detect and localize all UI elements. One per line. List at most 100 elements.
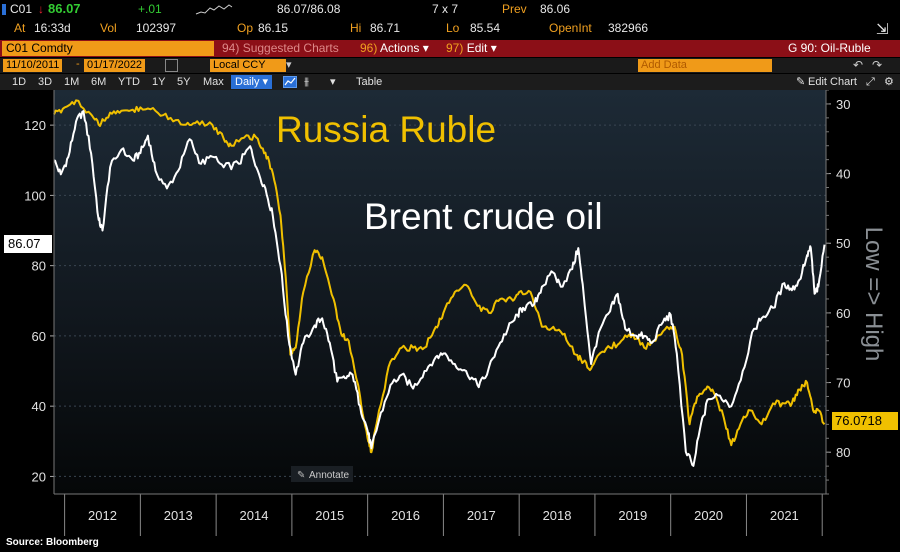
x-tick-label: 2020 xyxy=(694,508,723,523)
vol-label: Vol xyxy=(100,21,117,35)
end-date-field[interactable]: 01/17/2022 xyxy=(84,59,146,72)
x-tick-label: 2015 xyxy=(315,508,344,523)
actions-label: Actions xyxy=(380,41,420,55)
down-arrow-icon: ↓ xyxy=(38,2,44,16)
quote-change: +.01 xyxy=(138,2,162,16)
range-max[interactable]: Max xyxy=(203,76,224,88)
y-left-tick-label: 60 xyxy=(32,329,46,344)
calendar-icon[interactable] xyxy=(165,59,178,72)
frequency-select[interactable]: Daily ▾ xyxy=(231,75,273,89)
openint-label: OpenInt xyxy=(549,21,592,35)
range-5y[interactable]: 5Y xyxy=(177,76,191,88)
chart-area: 20 40 60 80 100 120 30 40 50 60 70 80 2012 2013 2014… xyxy=(0,90,900,536)
edit-num: 97) xyxy=(446,41,464,55)
quote-bidask: 86.07/86.08 xyxy=(277,2,341,16)
source-note: Source: Bloomberg xyxy=(6,537,99,548)
quote-size: 7 x 7 xyxy=(432,2,459,16)
suggested-num: 94 xyxy=(222,41,236,55)
quote-openint: 382966 xyxy=(608,21,649,35)
range-3d[interactable]: 3D xyxy=(38,76,53,88)
y-right-tick-label: 70 xyxy=(836,376,850,391)
frequency-label: Daily xyxy=(235,76,260,88)
x-tick-label: 2013 xyxy=(164,508,193,523)
range-bar: 1D 3D 1M 6M YTD 1Y 5Y Max Daily ▾ ⫵ ▾ Ta… xyxy=(0,74,900,90)
quote-lo: 85.54 xyxy=(470,21,501,35)
chart-style-caret-icon[interactable]: ▾ xyxy=(330,76,336,88)
last-price-left: 86.07 xyxy=(8,236,41,251)
security-field[interactable]: C01 Comdty xyxy=(2,41,214,56)
annotation-brent-crude: Brent crude oil xyxy=(364,196,603,237)
x-tick-label: 2016 xyxy=(391,508,420,523)
page-title: G 90: Oil-Ruble xyxy=(788,41,871,55)
actions-menu[interactable]: 96) Actions ▾ xyxy=(360,40,429,57)
x-tick-label: 2017 xyxy=(467,508,496,523)
x-tick-label: 2019 xyxy=(618,508,647,523)
x-axis-background xyxy=(0,494,900,536)
series-line-russia-ruble xyxy=(53,99,826,454)
lo-label: Lo xyxy=(446,21,460,35)
redo-icon[interactable]: ↷ xyxy=(872,58,883,72)
undo-icon[interactable]: ↶ xyxy=(853,58,864,72)
y-right-tick-label: 30 xyxy=(836,97,850,112)
range-1y[interactable]: 1Y xyxy=(152,76,166,88)
quote-last: 86.07 xyxy=(48,1,81,16)
edit-chart-button[interactable]: Edit Chart xyxy=(808,76,857,88)
series-line-brent-crude-oil xyxy=(53,110,826,467)
series-layer xyxy=(53,99,826,467)
y-left-tick-label: 120 xyxy=(24,118,46,133)
x-tick-label: 2018 xyxy=(543,508,572,523)
quote-prev: 86.06 xyxy=(540,2,571,16)
table-button[interactable]: Table xyxy=(356,76,383,88)
y-right-tick-label: 40 xyxy=(836,167,850,182)
bar-style-icon[interactable]: ⫵ xyxy=(304,76,310,88)
y-left-tick-label: 100 xyxy=(24,188,46,203)
y-right-tick-label: 80 xyxy=(836,445,850,460)
x-axis: 2012 2013 2014 2015 2016 2017 2018 2019 2020 2021 xyxy=(54,493,826,536)
security-bar: C01 Comdty 94) Suggested Charts 96) Acti… xyxy=(0,40,900,57)
quote-ticker: C01 xyxy=(10,2,33,16)
y-left-tick-label: 20 xyxy=(32,469,46,484)
quote-strip: C01 ↓ 86.07 +.01 86.07/86.08 7 x 7 Prev … xyxy=(0,0,900,38)
last-price-tag-left: 86.07 xyxy=(4,235,52,253)
currency-caret-icon[interactable]: ▾ xyxy=(286,59,292,71)
quote-marker xyxy=(2,4,6,15)
range-1m[interactable]: 1M xyxy=(64,76,80,88)
actions-num: 96) xyxy=(360,41,378,55)
y-right-axis-title: Low => High xyxy=(860,227,887,362)
x-tick-label: 2012 xyxy=(88,508,117,523)
y-right-tick-label: 60 xyxy=(836,306,850,321)
edit-menu[interactable]: 97) Edit ▾ xyxy=(446,40,497,57)
currency-select[interactable]: Local CCY xyxy=(210,59,286,72)
frequency-caret-icon: ▾ xyxy=(262,76,269,88)
edit-label: Edit xyxy=(466,41,488,55)
start-date-field[interactable]: 11/10/2011 xyxy=(3,59,63,72)
suggested-label: Suggested Charts xyxy=(242,41,339,55)
gridlines xyxy=(54,124,826,477)
actions-caret-icon: ▾ xyxy=(422,41,429,55)
quote-hi: 86.71 xyxy=(370,21,401,35)
pencil-icon[interactable]: ✎ xyxy=(796,76,806,88)
annotation-russia-ruble: Russia Ruble xyxy=(276,109,496,150)
x-axis-band xyxy=(0,494,900,536)
edit-caret-icon: ▾ xyxy=(490,41,497,55)
sparkline-icon xyxy=(195,4,233,15)
y-axis-right: 30 40 50 60 70 80 xyxy=(825,90,850,495)
add-data-input[interactable]: Add Data xyxy=(638,59,772,72)
range-1d[interactable]: 1D xyxy=(12,76,27,88)
expand-icon[interactable]: ⤢ xyxy=(866,76,875,88)
y-left-tick-label: 40 xyxy=(32,399,46,414)
prev-label: Prev xyxy=(502,2,527,16)
settings-gear-icon[interactable]: ⚙ xyxy=(884,76,894,88)
suggested-charts-menu[interactable]: 94) Suggested Charts xyxy=(222,41,339,55)
annotate-button[interactable]: ✎ Annotate xyxy=(291,466,353,482)
quote-op: 86.15 xyxy=(258,21,289,35)
range-6m[interactable]: 6M xyxy=(91,76,107,88)
op-label: Op xyxy=(237,21,254,35)
line-chart-icon[interactable] xyxy=(283,76,297,88)
last-price-tag-right: 76.0718 xyxy=(832,412,898,430)
popout-icon[interactable]: ⇲ xyxy=(876,21,889,38)
last-price-right: 76.0718 xyxy=(835,413,882,428)
range-ytd[interactable]: YTD xyxy=(118,76,140,88)
y-axis-left: 20 40 60 80 100 120 xyxy=(24,90,55,494)
quote-vol: 102397 xyxy=(136,21,177,35)
